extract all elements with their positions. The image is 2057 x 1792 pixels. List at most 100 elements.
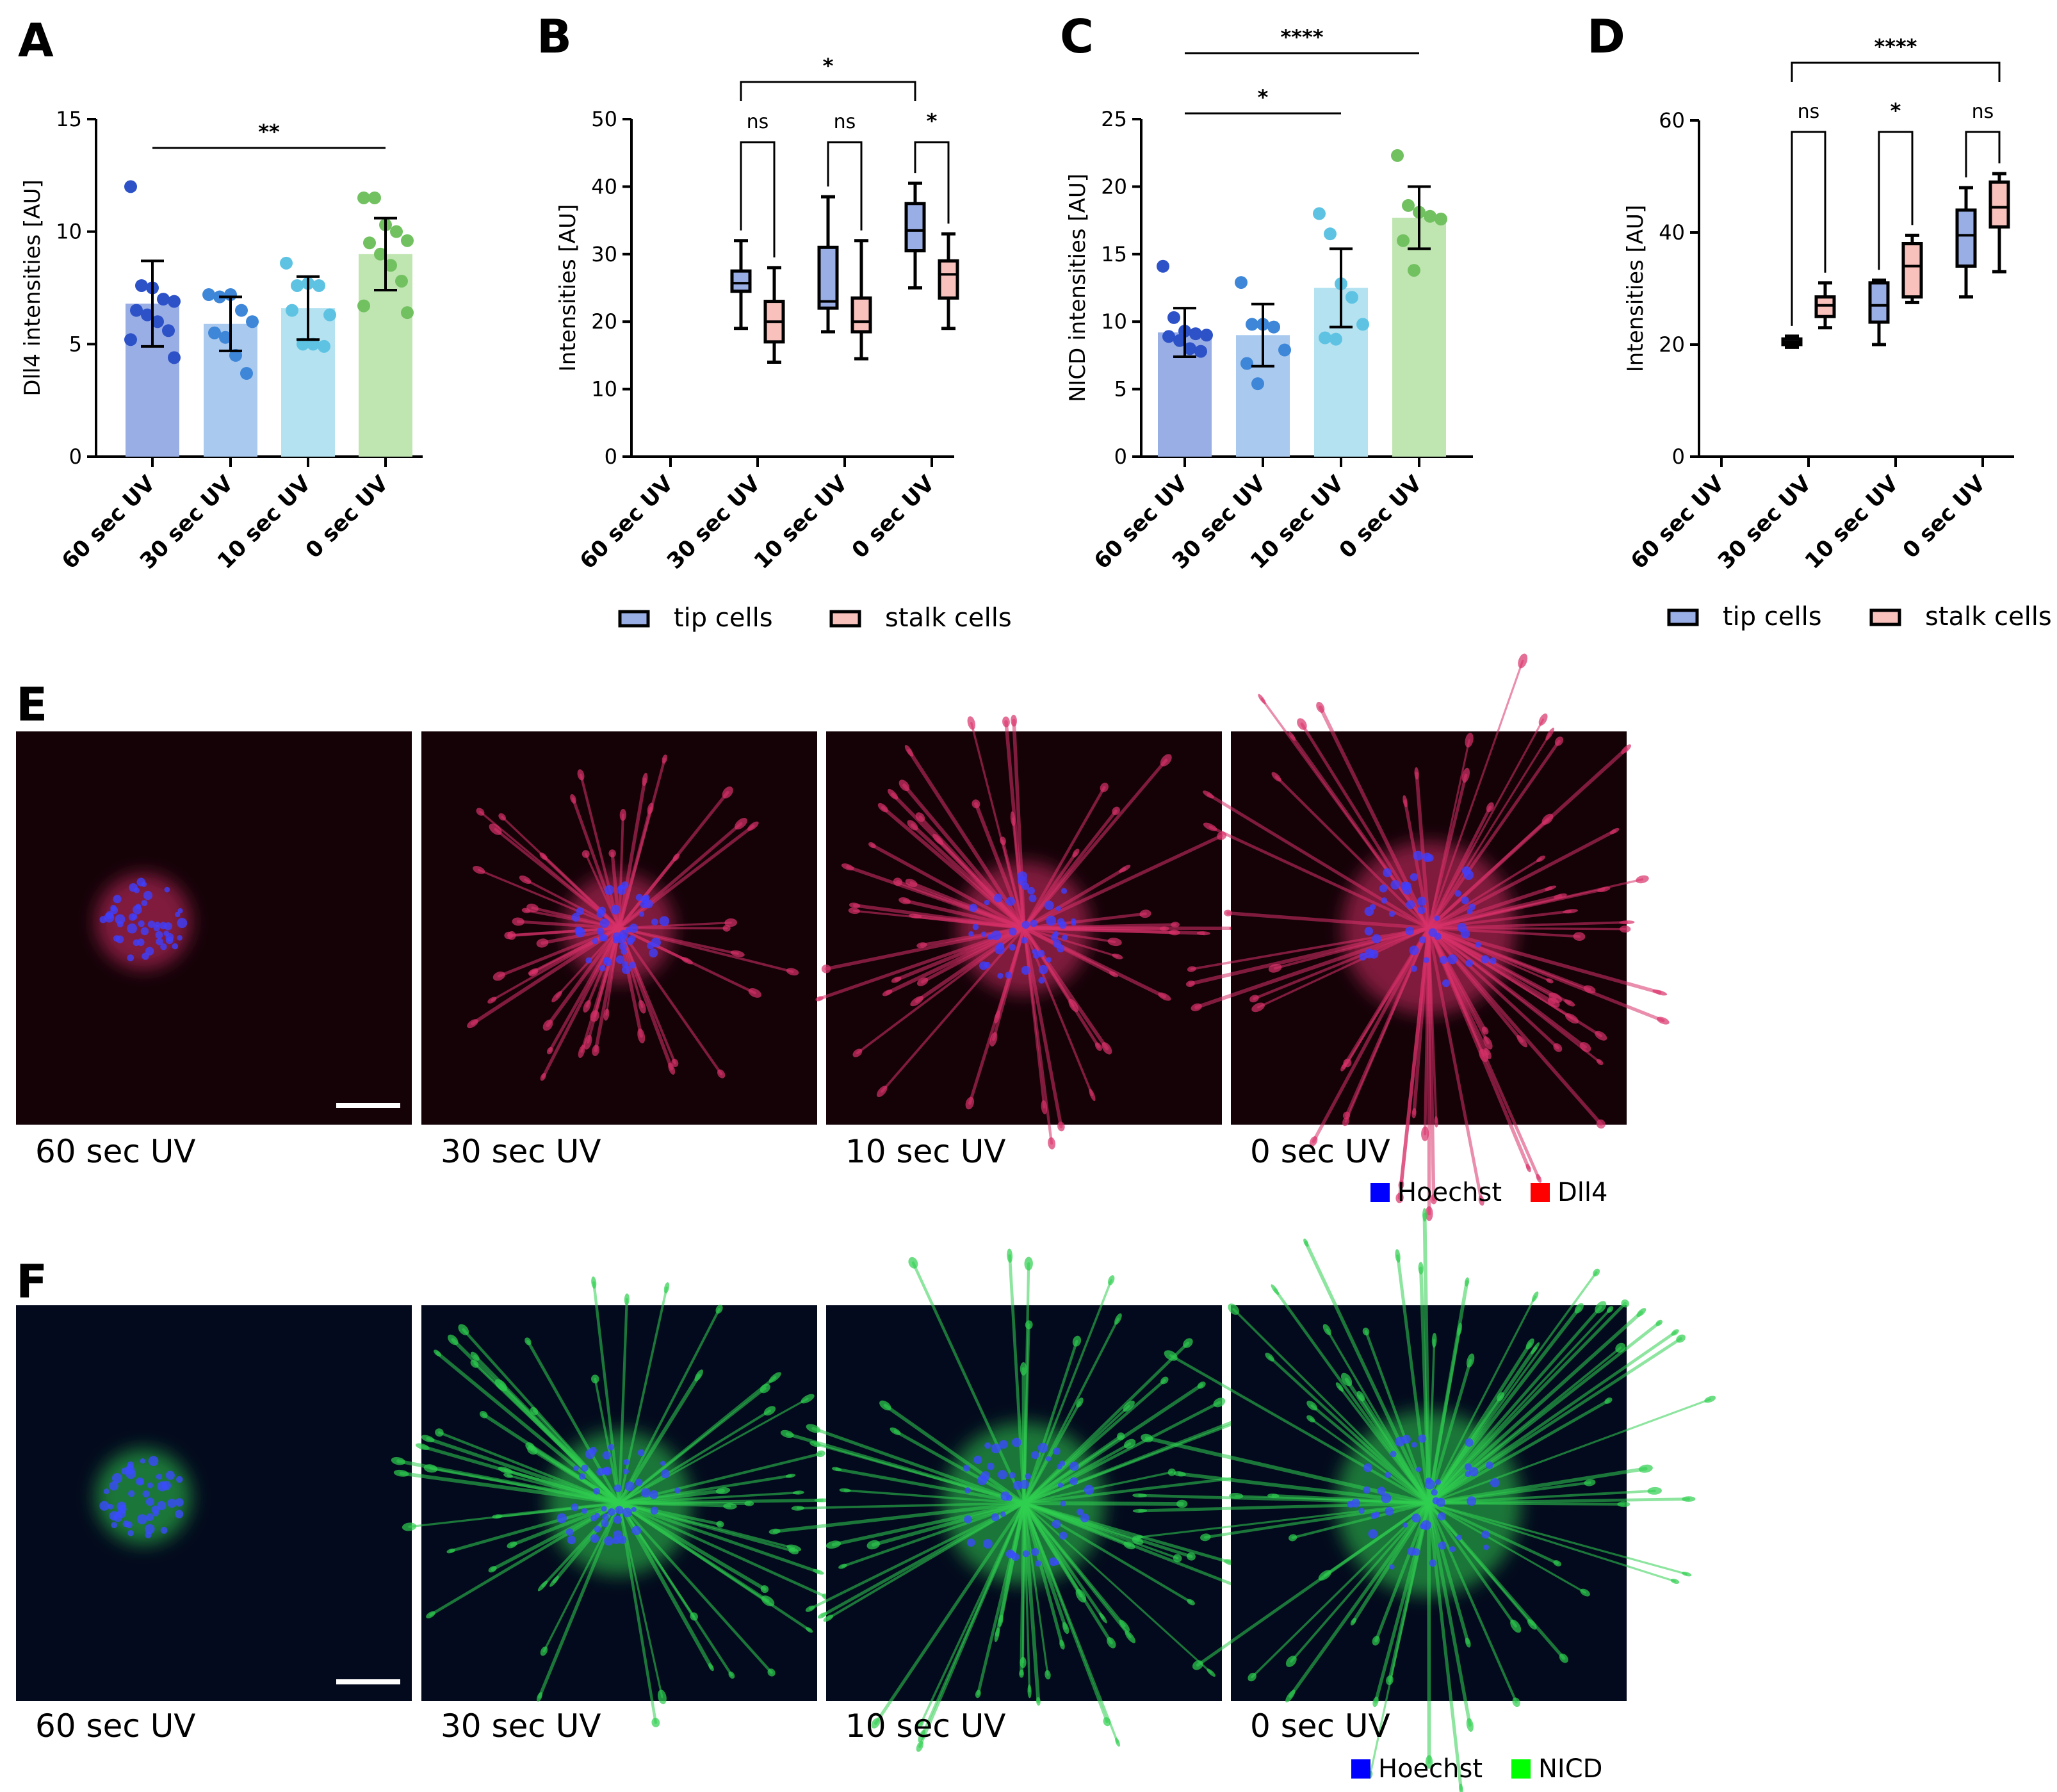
y-axis-title: Intensities [AU] xyxy=(555,204,581,371)
cell-body xyxy=(1173,1471,1186,1477)
nucleus xyxy=(1059,1531,1068,1540)
cell-body xyxy=(1115,1738,1120,1747)
nucleus xyxy=(581,1508,588,1514)
data-point xyxy=(286,304,298,317)
cell-body xyxy=(1676,1334,1686,1343)
cell-body xyxy=(525,1442,535,1451)
nucleus xyxy=(631,1506,637,1512)
data-point xyxy=(1356,318,1369,331)
nucleus xyxy=(1032,949,1037,954)
cell-body xyxy=(1158,992,1171,1001)
cell-body xyxy=(916,1741,923,1752)
cell-body xyxy=(426,1611,435,1618)
nucleus xyxy=(1449,1546,1456,1552)
nucleus xyxy=(1465,959,1474,967)
nucleus xyxy=(1364,949,1375,959)
nucleus xyxy=(622,1468,630,1475)
cell-body xyxy=(918,1729,926,1743)
nucleus xyxy=(1046,915,1057,926)
data-point xyxy=(1173,334,1186,347)
y-tick-label: 5 xyxy=(1114,377,1127,402)
nucleus xyxy=(1467,1496,1477,1506)
panel-label-a: A xyxy=(18,13,54,67)
nucleus xyxy=(1046,1456,1052,1462)
cell-body xyxy=(1164,1350,1178,1361)
cell-body xyxy=(651,1718,660,1727)
nucleus xyxy=(147,1482,154,1488)
nucleus xyxy=(1046,957,1052,963)
nucleus xyxy=(991,1443,1001,1454)
data-point xyxy=(1402,199,1415,212)
cell-body xyxy=(488,1566,497,1573)
x-tick-label: 30 sec UV xyxy=(1713,471,1817,574)
nucleus xyxy=(165,1470,175,1480)
nucleus xyxy=(159,922,167,930)
cell-body xyxy=(871,1718,881,1729)
y-tick-label: 15 xyxy=(1101,242,1127,266)
cell-body xyxy=(1395,1193,1404,1203)
data-point xyxy=(401,234,414,247)
nucleus xyxy=(660,1460,666,1466)
cell-body xyxy=(1619,920,1635,925)
nucleus xyxy=(175,1510,184,1519)
nucleus xyxy=(1018,876,1027,886)
cell-body xyxy=(1191,1003,1202,1011)
cell-body xyxy=(908,1257,918,1269)
nucleus xyxy=(613,1515,622,1524)
nucleus xyxy=(1012,1437,1021,1447)
nucleus xyxy=(103,1488,110,1495)
nucleus xyxy=(557,1513,567,1524)
cell-body xyxy=(1564,999,1575,1007)
nucleus xyxy=(1057,945,1065,953)
nucleus xyxy=(156,938,163,946)
cell-body xyxy=(498,1467,513,1474)
cell-body xyxy=(972,799,980,809)
nucleus xyxy=(1069,1462,1079,1471)
y-axis-title: Intensities [AU] xyxy=(1623,205,1648,372)
significance-bracket xyxy=(1965,131,2001,177)
nucleus xyxy=(980,931,987,937)
cell-body xyxy=(1465,1637,1471,1648)
cell-body xyxy=(435,1428,444,1437)
nucleus xyxy=(135,904,142,909)
cell-body xyxy=(760,1585,769,1593)
cell-body xyxy=(716,1520,724,1528)
cell-body xyxy=(1584,1479,1596,1487)
cell-body xyxy=(1187,1599,1195,1606)
cell-body xyxy=(1431,1332,1437,1348)
data-point xyxy=(240,367,253,380)
nucleus xyxy=(617,884,624,891)
nucleus xyxy=(167,1499,177,1508)
cell-body xyxy=(791,1506,804,1511)
cell-body xyxy=(1297,718,1307,730)
cell-body xyxy=(722,786,733,799)
nucleus xyxy=(1062,934,1068,941)
data-point xyxy=(1391,149,1404,162)
cell-body xyxy=(1647,1487,1663,1495)
cell-body xyxy=(1461,767,1470,783)
y-tick-label: 20 xyxy=(1101,174,1127,199)
nucleus xyxy=(1385,1472,1392,1478)
nucleus xyxy=(999,1440,1008,1449)
cell-body xyxy=(1306,1401,1318,1411)
nucleus xyxy=(610,904,621,915)
cell-body xyxy=(1411,1107,1417,1119)
cell-body xyxy=(521,908,531,913)
nucleus xyxy=(1031,1451,1039,1460)
cell-body xyxy=(537,1580,548,1592)
cell-body xyxy=(1619,925,1631,933)
cell-body xyxy=(1636,875,1649,884)
nucleus xyxy=(1434,915,1440,921)
tip-box xyxy=(1955,208,1977,268)
cell-body xyxy=(1372,1697,1379,1707)
nucleus xyxy=(136,1514,147,1525)
nucleus xyxy=(608,1444,615,1451)
data-point xyxy=(323,308,336,322)
micrograph-caption: 0 sec UV xyxy=(1250,1133,1390,1170)
cell-body xyxy=(1554,893,1567,899)
nucleus xyxy=(1424,1479,1435,1490)
data-point xyxy=(168,295,181,308)
cell-body xyxy=(1362,1327,1370,1336)
cell-body xyxy=(768,1528,781,1535)
nucleus xyxy=(1009,927,1017,936)
